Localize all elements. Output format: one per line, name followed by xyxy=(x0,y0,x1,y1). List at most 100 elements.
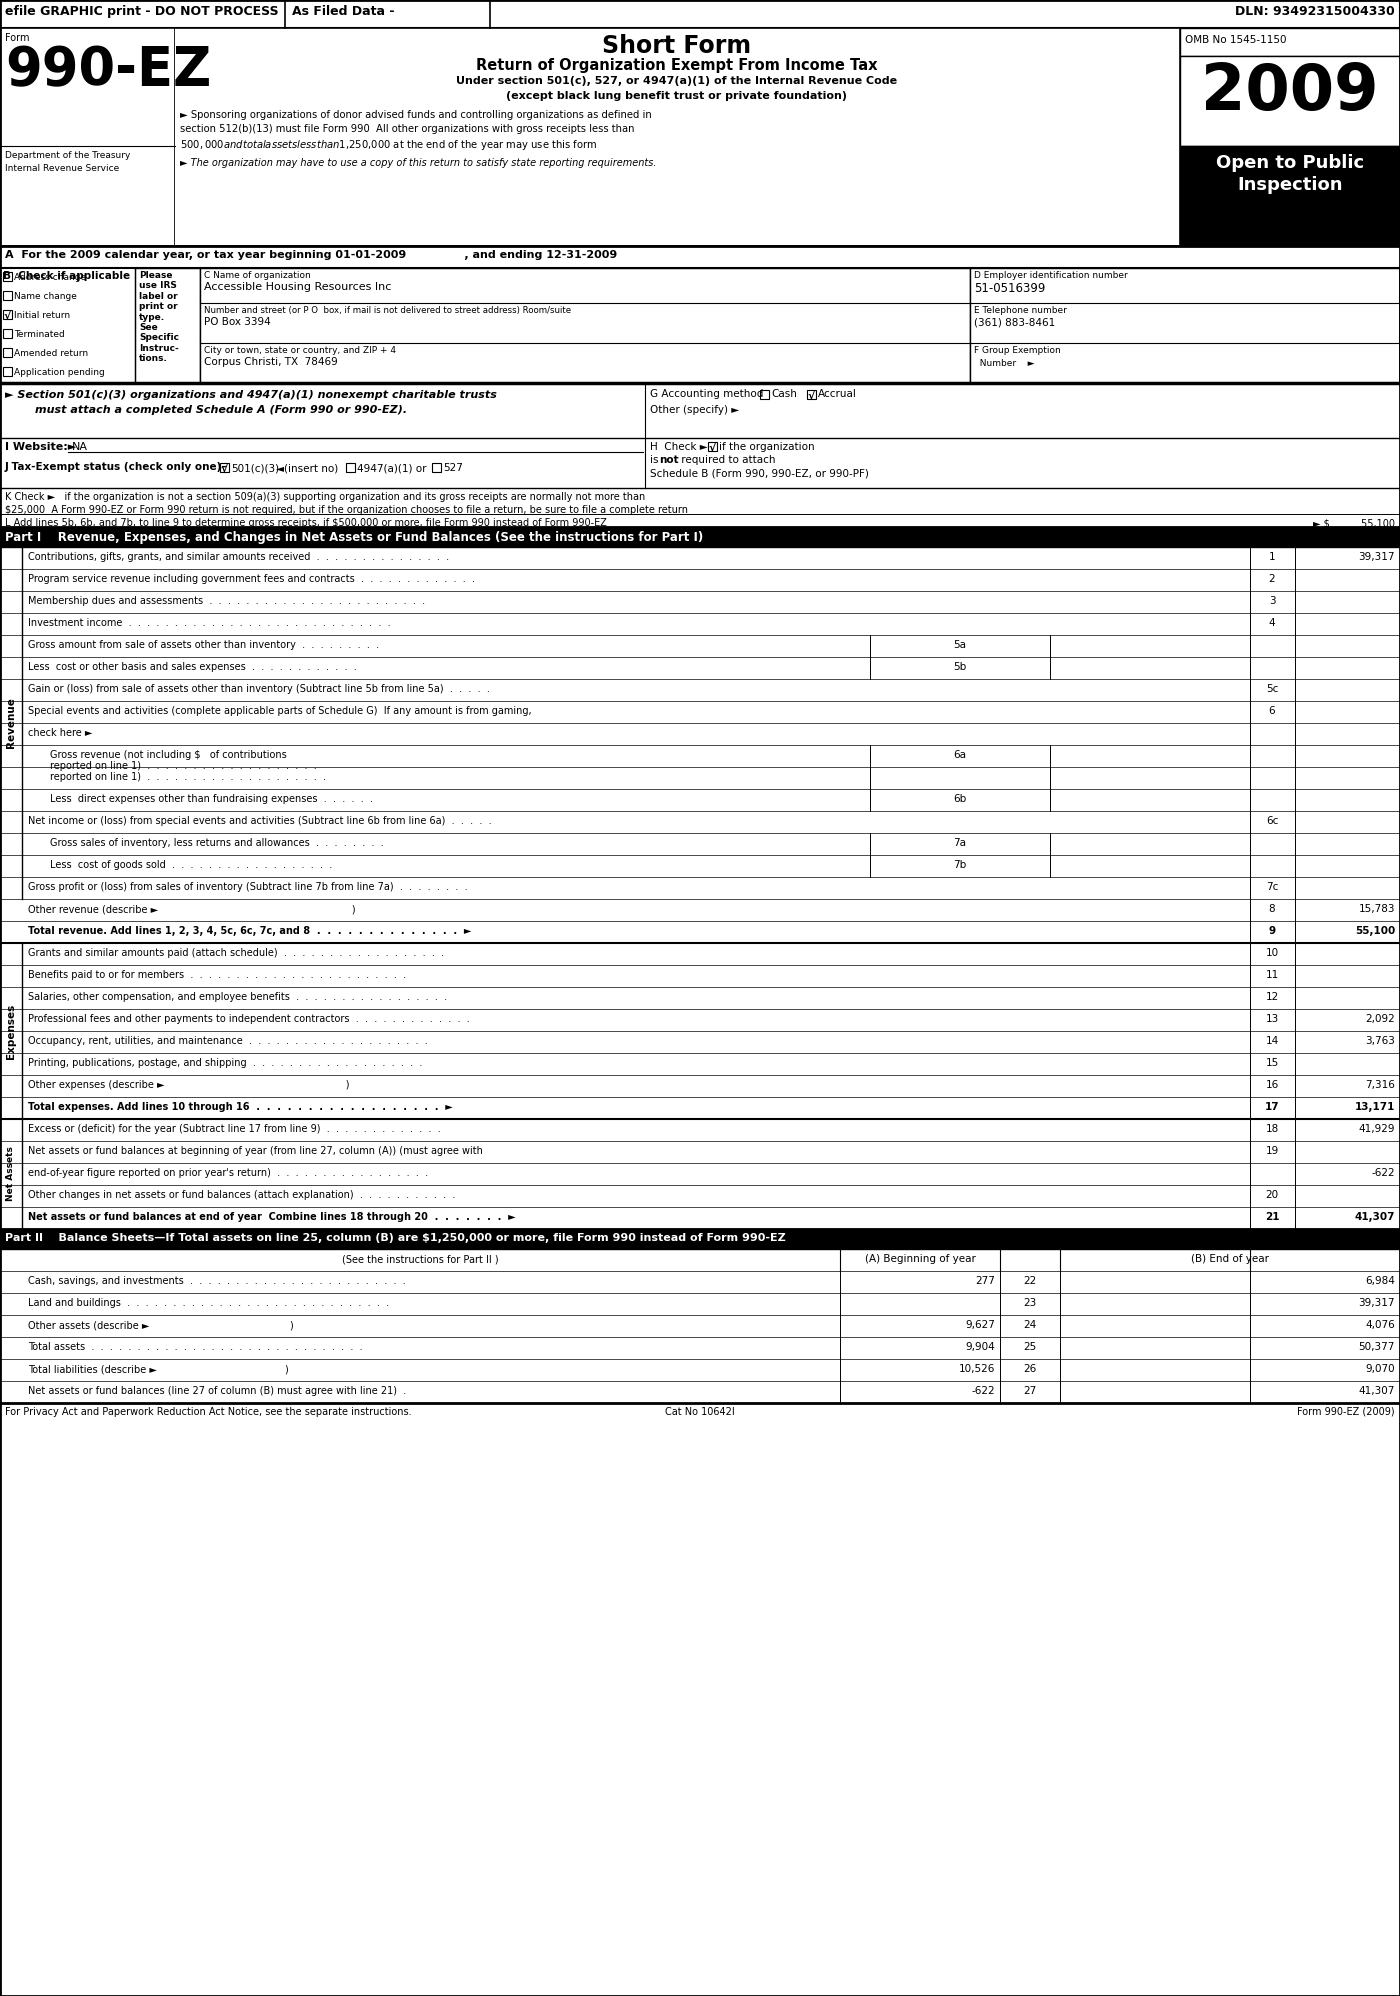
Text: 10: 10 xyxy=(1266,948,1278,958)
Bar xyxy=(1180,28,1400,56)
Text: Schedule B (Form 990, 990-EZ, or 990-PF): Schedule B (Form 990, 990-EZ, or 990-PF) xyxy=(650,467,869,477)
Text: 20: 20 xyxy=(1266,1190,1278,1200)
Text: ► Sponsoring organizations of donor advised funds and controlling organizations : ► Sponsoring organizations of donor advi… xyxy=(181,110,652,120)
Text: H  Check ►: H Check ► xyxy=(650,441,708,451)
Text: 14: 14 xyxy=(1266,1036,1278,1046)
Text: Net Assets: Net Assets xyxy=(7,1146,15,1202)
Bar xyxy=(433,463,441,471)
Text: efile GRAPHIC print - DO NOT PROCESS: efile GRAPHIC print - DO NOT PROCESS xyxy=(6,6,279,18)
Text: Net assets or fund balances at end of year  Combine lines 18 through 20  .  .  .: Net assets or fund balances at end of ye… xyxy=(28,1212,515,1222)
Text: For Privacy Act and Paperwork Reduction Act Notice, see the separate instruction: For Privacy Act and Paperwork Reduction … xyxy=(6,1407,412,1417)
Text: $25,000  A Form 990-EZ or Form 990 return is not required, but if the organizati: $25,000 A Form 990-EZ or Form 990 return… xyxy=(6,505,687,515)
Text: 51-0516399: 51-0516399 xyxy=(974,281,1046,295)
Text: Open to Public: Open to Public xyxy=(1217,154,1364,172)
Text: must attach a completed Schedule A (Form 990 or 990-EZ).: must attach a completed Schedule A (Form… xyxy=(35,405,407,415)
Text: ► The organization may have to use a copy of this return to satisfy state report: ► The organization may have to use a cop… xyxy=(181,158,657,168)
Bar xyxy=(346,463,356,471)
Text: Accrual: Accrual xyxy=(818,389,857,399)
Text: is: is xyxy=(650,455,662,465)
Text: Revenue: Revenue xyxy=(6,697,15,748)
Text: Number and street (or P O  box, if mail is not delivered to street address) Room: Number and street (or P O box, if mail i… xyxy=(204,305,571,315)
Text: Corpus Christi, TX  78469: Corpus Christi, TX 78469 xyxy=(204,357,337,367)
Text: 27: 27 xyxy=(1023,1385,1036,1395)
Text: end-of-year figure reported on prior year's return)  .  .  .  .  .  .  .  .  .  : end-of-year figure reported on prior yea… xyxy=(28,1168,428,1178)
Text: K Check ►   if the organization is not a section 509(a)(3) supporting organizati: K Check ► if the organization is not a s… xyxy=(6,491,645,503)
Text: Land and buildings  .  .  .  .  .  .  .  .  .  .  .  .  .  .  .  .  .  .  .  .  : Land and buildings . . . . . . . . . . .… xyxy=(28,1297,389,1307)
Text: C Name of organization: C Name of organization xyxy=(204,271,311,279)
Bar xyxy=(0,383,1400,437)
Text: 990-EZ: 990-EZ xyxy=(6,44,211,96)
Bar xyxy=(708,441,717,451)
Text: Program service revenue including government fees and contracts  .  .  .  .  .  : Program service revenue including govern… xyxy=(28,575,475,585)
Text: 7b: 7b xyxy=(953,860,966,870)
Text: check here ►: check here ► xyxy=(28,729,92,739)
Text: 55,100: 55,100 xyxy=(1355,926,1394,936)
Bar xyxy=(175,28,1180,246)
Text: (See the instructions for Part II ): (See the instructions for Part II ) xyxy=(342,1253,498,1263)
Text: 9: 9 xyxy=(1268,926,1275,936)
Bar xyxy=(3,291,13,299)
Text: Occupancy, rent, utilities, and maintenance  .  .  .  .  .  .  .  .  .  .  .  . : Occupancy, rent, utilities, and maintena… xyxy=(28,1036,428,1046)
Bar xyxy=(0,28,175,246)
Text: Form 990-EZ (2009): Form 990-EZ (2009) xyxy=(1298,1407,1394,1417)
Text: 41,929: 41,929 xyxy=(1358,1124,1394,1134)
Text: Excess or (deficit) for the year (Subtract line 17 from line 9)  .  .  .  .  .  : Excess or (deficit) for the year (Subtra… xyxy=(28,1124,441,1134)
Text: Professional fees and other payments to independent contractors  .  .  .  .  .  : Professional fees and other payments to … xyxy=(28,1014,470,1024)
Text: not: not xyxy=(659,455,679,465)
Text: 5a: 5a xyxy=(953,641,966,651)
Text: E Telephone number: E Telephone number xyxy=(974,305,1067,315)
Text: L Add lines 5b, 6b, and 7b, to line 9 to determine gross receipts, if $500,000 o: L Add lines 5b, 6b, and 7b, to line 9 to… xyxy=(6,519,606,529)
Text: -622: -622 xyxy=(972,1385,995,1395)
Text: Special events and activities (complete applicable parts of Schedule G)  If any : Special events and activities (complete … xyxy=(28,707,532,717)
Text: required to attach: required to attach xyxy=(678,455,776,465)
Text: Total liabilities (describe ►                                         ): Total liabilities (describe ► ) xyxy=(28,1363,288,1373)
Text: Membership dues and assessments  .  .  .  .  .  .  .  .  .  .  .  .  .  .  .  . : Membership dues and assessments . . . . … xyxy=(28,597,426,607)
Text: Other expenses (describe ►                                                      : Other expenses (describe ► xyxy=(28,1080,350,1090)
Text: √: √ xyxy=(3,311,11,321)
Bar xyxy=(3,309,13,319)
Text: D Employer identification number: D Employer identification number xyxy=(974,271,1128,279)
Text: Net income or (loss) from special events and activities (Subtract line 6b from l: Net income or (loss) from special events… xyxy=(28,816,491,826)
Text: B  Check if applicable: B Check if applicable xyxy=(3,271,130,281)
Bar xyxy=(970,267,1400,383)
Text: Address change: Address change xyxy=(14,273,87,281)
Text: √: √ xyxy=(221,463,228,473)
Text: Gain or (loss) from sale of assets other than inventory (Subtract line 5b from l: Gain or (loss) from sale of assets other… xyxy=(28,685,490,695)
Text: 18: 18 xyxy=(1266,1124,1278,1134)
Text: 17: 17 xyxy=(1264,1102,1280,1112)
Text: 13,171: 13,171 xyxy=(1355,1102,1394,1112)
Text: Less  cost or other basis and sales expenses  .  .  .  .  .  .  .  .  .  .  .  .: Less cost or other basis and sales expen… xyxy=(28,663,357,673)
Text: 6c: 6c xyxy=(1266,816,1278,826)
Text: 277: 277 xyxy=(976,1275,995,1285)
Bar xyxy=(3,271,13,281)
Text: City or town, state or country, and ZIP + 4: City or town, state or country, and ZIP … xyxy=(204,345,396,355)
Text: Total assets  .  .  .  .  .  .  .  .  .  .  .  .  .  .  .  .  .  .  .  .  .  .  : Total assets . . . . . . . . . . . . . .… xyxy=(28,1341,363,1351)
Text: Part II    Balance Sheets—If Total assets on line 25, column (B) are $1,250,000 : Part II Balance Sheets—If Total assets o… xyxy=(6,1234,785,1244)
Text: 25: 25 xyxy=(1023,1341,1036,1351)
Text: 26: 26 xyxy=(1023,1363,1036,1373)
Text: Cat No 10642I: Cat No 10642I xyxy=(665,1407,735,1417)
Text: OMB No 1545-1150: OMB No 1545-1150 xyxy=(1184,36,1287,46)
Text: Initial return: Initial return xyxy=(14,311,70,319)
Text: Other revenue (describe ►                                                       : Other revenue (describe ► xyxy=(28,904,356,914)
Text: 15: 15 xyxy=(1266,1058,1278,1068)
Bar xyxy=(760,389,769,399)
Text: Return of Organization Exempt From Income Tax: Return of Organization Exempt From Incom… xyxy=(476,58,878,74)
Text: 7,316: 7,316 xyxy=(1365,1080,1394,1090)
Text: 41,307: 41,307 xyxy=(1358,1385,1394,1395)
Text: 1: 1 xyxy=(1268,553,1275,563)
Text: (A) Beginning of year: (A) Beginning of year xyxy=(865,1253,976,1263)
Text: section 512(b)(13) must file Form 990  All other organizations with gross receip: section 512(b)(13) must file Form 990 Al… xyxy=(181,124,634,134)
Text: Cash, savings, and investments  .  .  .  .  .  .  .  .  .  .  .  .  .  .  .  .  : Cash, savings, and investments . . . . .… xyxy=(28,1275,406,1285)
Text: Benefits paid to or for members  .  .  .  .  .  .  .  .  .  .  .  .  .  .  .  . : Benefits paid to or for members . . . . … xyxy=(28,970,406,980)
Bar xyxy=(0,246,1400,267)
Text: Net assets or fund balances (line 27 of column (B) must agree with line 21)  .: Net assets or fund balances (line 27 of … xyxy=(28,1385,406,1395)
Text: √: √ xyxy=(708,443,715,453)
Text: 24: 24 xyxy=(1023,1319,1036,1329)
Text: Net assets or fund balances at beginning of year (from line 27, column (A)) (mus: Net assets or fund balances at beginning… xyxy=(28,1146,483,1156)
Text: Contributions, gifts, grants, and similar amounts received  .  .  .  .  .  .  . : Contributions, gifts, grants, and simila… xyxy=(28,553,449,563)
Text: Total expenses. Add lines 10 through 16  .  .  .  .  .  .  .  .  .  .  .  .  .  : Total expenses. Add lines 10 through 16 … xyxy=(28,1102,452,1112)
Bar xyxy=(3,329,13,337)
Text: Investment income  .  .  .  .  .  .  .  .  .  .  .  .  .  .  .  .  .  .  .  .  .: Investment income . . . . . . . . . . . … xyxy=(28,619,391,629)
Text: 6: 6 xyxy=(1268,707,1275,717)
